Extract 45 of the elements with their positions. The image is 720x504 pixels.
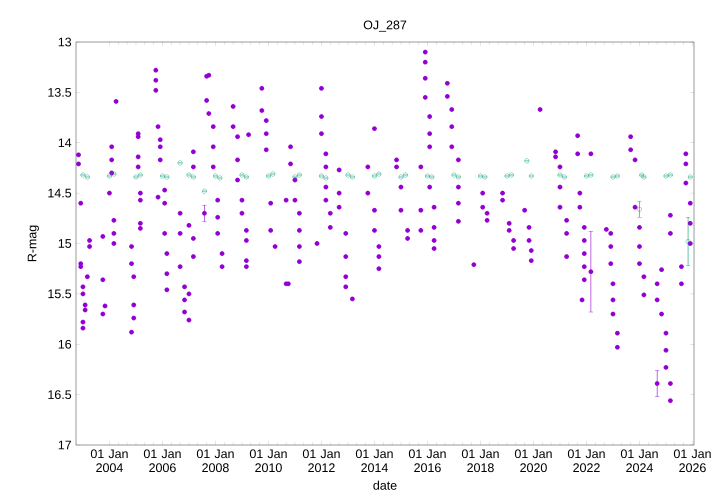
point [429, 174, 434, 180]
y-tick-label: 15.5 [48, 290, 72, 298]
chart-title: OJ_287 [364, 20, 406, 32]
x-tick-label: 01 Jan 2026 [674, 449, 711, 472]
y-tick-label: 15 [58, 239, 72, 248]
x-tick-label: 01 Jan 2024 [620, 449, 658, 472]
x-tick-label: 01 Jan 2004 [90, 449, 128, 472]
point [642, 174, 646, 180]
x-tick-label: 01 Jan 2006 [144, 449, 181, 472]
x-tick-label: 01 Jan 2012 [302, 449, 340, 472]
point [202, 188, 207, 194]
y-tick-label: 16 [58, 340, 72, 349]
y-tick-label: 13 [58, 38, 72, 46]
point [482, 174, 488, 180]
point [350, 174, 355, 180]
y-tick-label: 16.5 [48, 390, 72, 400]
y-tick-label: 14.5 [48, 188, 72, 198]
point [456, 174, 461, 180]
point [270, 172, 276, 176]
x-tick-label: 01 Jan 2020 [514, 449, 552, 472]
point [217, 176, 222, 180]
y-axis-title: R-mag [28, 226, 39, 262]
point [528, 174, 534, 178]
point [639, 172, 644, 178]
point [376, 172, 382, 176]
x-tick-label: 01 Jan 2018 [462, 449, 499, 472]
point [164, 174, 170, 180]
point [402, 172, 408, 178]
x-tick-label: 01 Jan 2022 [568, 449, 605, 472]
point [190, 174, 196, 180]
x-tick-label: 01 Jan 2010 [250, 449, 287, 472]
y-tick-label: 13.5 [48, 88, 72, 97]
point [244, 174, 249, 180]
x-tick-label: 01 Jan 2008 [196, 449, 234, 472]
x-tick-label: 01 Jan 2016 [408, 449, 446, 472]
point [296, 172, 302, 178]
y-tick-label: 14 [58, 138, 72, 148]
point [84, 174, 90, 180]
point [323, 176, 328, 180]
point [178, 160, 183, 166]
x-axis-title: date [373, 480, 397, 490]
point [688, 174, 693, 180]
point [524, 158, 530, 164]
y-tick-label: 17 [58, 440, 72, 450]
point [138, 172, 143, 178]
